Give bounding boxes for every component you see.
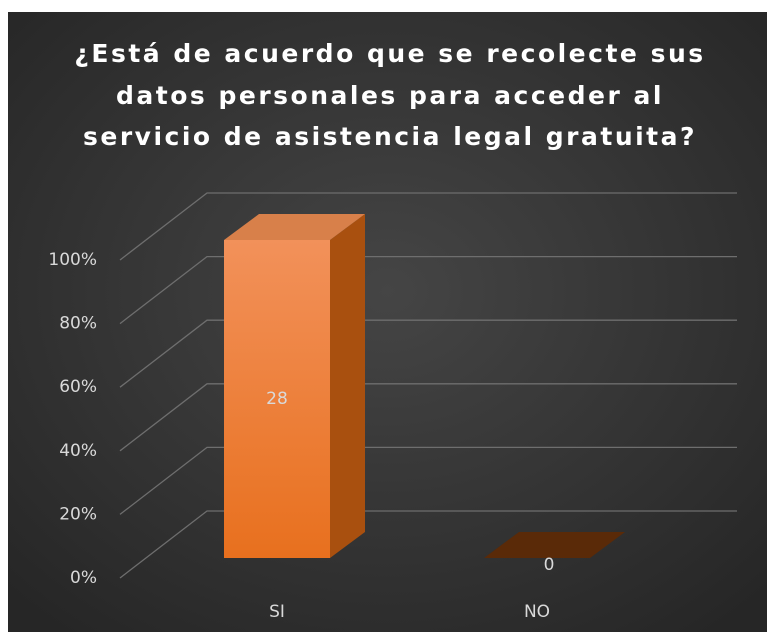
chart-title: ¿Está de acuerdo que se recolecte sus [74,39,705,68]
data-label: 0 [544,555,555,575]
x-tick-label: NO [524,602,550,622]
grid-line [119,319,737,388]
grid-line [119,446,737,515]
bar-top [224,214,365,240]
chart-title: servicio de asistencia legal gratuita? [83,122,697,151]
grid-line [119,383,737,452]
data-label: 28 [266,389,288,409]
y-tick-label: 0% [70,568,97,588]
bar [224,240,330,558]
background [8,12,767,632]
y-tick-label: 40% [59,441,97,461]
x-tick-label: SI [269,602,285,622]
bar-top [484,532,625,558]
chart-title: datos personales para acceder al [116,81,664,110]
bar-side [330,214,365,558]
y-tick-label: 100% [48,250,97,270]
grid-line [119,255,737,325]
y-tick-label: 80% [59,314,97,334]
grid-line [119,192,737,261]
grid-line [119,510,737,579]
y-tick-label: 60% [59,377,97,397]
y-tick-label: 20% [59,504,97,524]
